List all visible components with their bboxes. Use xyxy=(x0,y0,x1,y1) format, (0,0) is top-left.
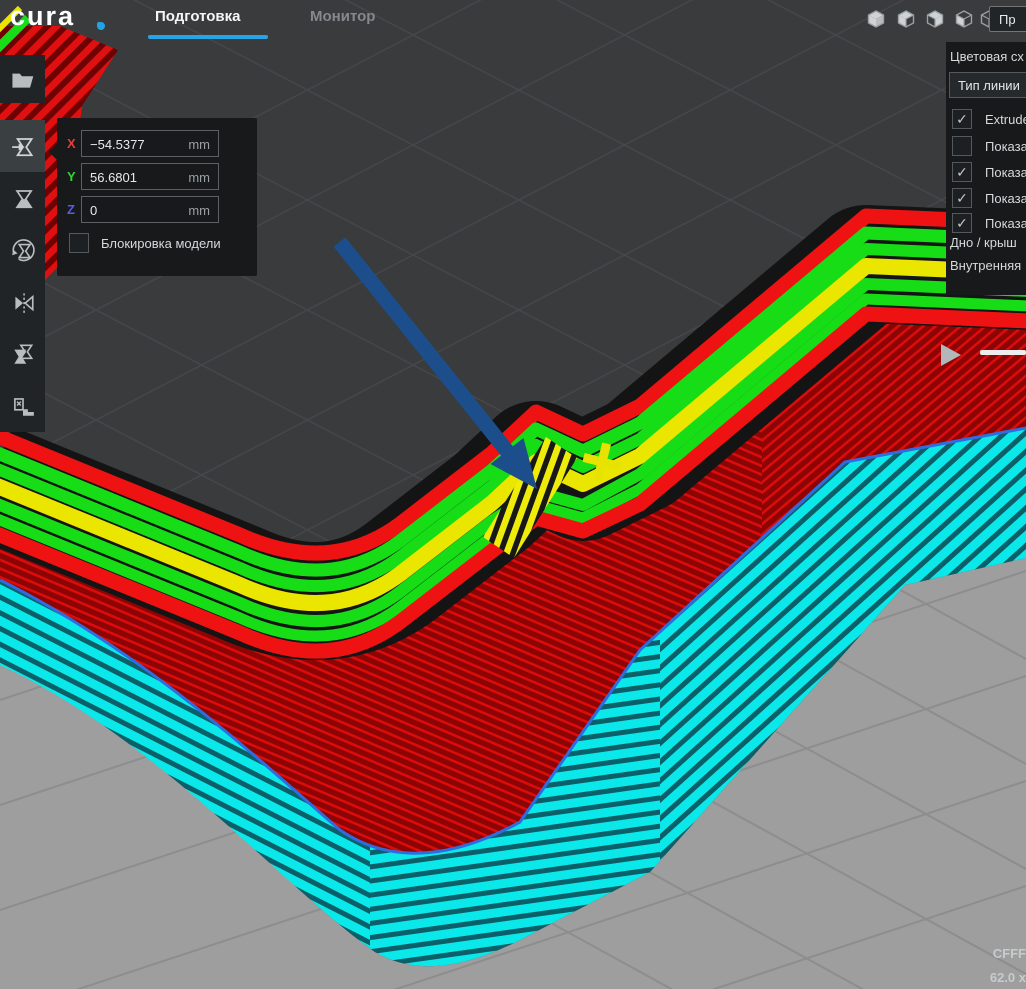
x-unit-label: mm xyxy=(188,137,210,152)
tool-mirror[interactable] xyxy=(0,276,45,328)
show-shell-checkbox[interactable]: ✓ xyxy=(952,188,972,208)
toolbar-tools-box xyxy=(0,120,45,432)
z-unit-label: mm xyxy=(188,203,210,218)
view-top-icon[interactable] xyxy=(925,9,945,29)
show-travels-label: Показа xyxy=(985,139,1026,154)
lock-model-row: ✓ Блокировка модели xyxy=(69,233,221,253)
color-scheme-value: Тип линии xyxy=(958,78,1020,93)
show-option-row: ✓ Показа xyxy=(952,213,1026,233)
printer-name-label: CFFF xyxy=(993,946,1026,961)
view-front-icon[interactable] xyxy=(896,9,916,29)
show-infill-label: Показа xyxy=(985,216,1026,231)
model-dimensions-label: 62.0 x xyxy=(990,970,1026,985)
extruder-row: ✓ Extrude xyxy=(952,109,1026,129)
tab-monitor[interactable]: Монитор xyxy=(310,8,375,25)
tab-prepare[interactable]: Подготовка xyxy=(155,8,241,25)
show-option-row: ✓ Показа xyxy=(952,188,1026,208)
open-file-button[interactable] xyxy=(0,55,45,103)
lock-model-checkbox[interactable]: ✓ xyxy=(69,233,89,253)
play-button[interactable] xyxy=(941,344,961,366)
show-option-row: ✓ Показа xyxy=(952,136,1026,156)
x-position-input[interactable]: −54.5377 mm xyxy=(81,130,219,157)
cura-window: cura Подготовка Монитор Пр xyxy=(0,0,1026,989)
show-infill-checkbox[interactable]: ✓ xyxy=(952,213,972,233)
preview-button[interactable]: Пр xyxy=(989,6,1026,32)
move-icon xyxy=(10,133,36,159)
cura-logo: cura xyxy=(10,1,75,32)
show-helpers-checkbox[interactable]: ✓ xyxy=(952,162,972,182)
rotate-icon xyxy=(10,237,36,263)
position-panel: X −54.5377 mm Y 56.6801 mm Z 0 mm ✓ Блок… xyxy=(57,118,257,276)
show-helpers-label: Показа xyxy=(985,165,1026,180)
active-tab-underline xyxy=(148,35,268,39)
axis-y-label: Y xyxy=(67,169,76,184)
view-3d-icon[interactable] xyxy=(866,9,886,29)
y-position-value: 56.6801 xyxy=(90,170,137,185)
open-folder-icon xyxy=(10,66,36,92)
support-blocker-icon xyxy=(10,393,36,419)
tool-per-model-settings[interactable] xyxy=(0,328,45,380)
show-shell-label: Показа xyxy=(985,191,1026,206)
y-position-input[interactable]: 56.6801 mm xyxy=(81,163,219,190)
axis-x-label: X xyxy=(67,136,76,151)
tool-move[interactable] xyxy=(0,120,45,172)
extruder-checkbox[interactable]: ✓ xyxy=(952,109,972,129)
cura-logo-dot xyxy=(97,22,105,30)
show-option-row: ✓ Показа xyxy=(952,162,1026,182)
legend-top-bottom-label: Дно / крыш xyxy=(950,235,1017,250)
x-position-value: −54.5377 xyxy=(90,137,145,152)
lock-model-label: Блокировка модели xyxy=(101,236,221,251)
view-left-icon[interactable] xyxy=(954,9,974,29)
tool-support-blocker[interactable] xyxy=(0,380,45,432)
layer-slider[interactable] xyxy=(980,350,1026,355)
color-scheme-label: Цветовая сх xyxy=(950,49,1024,64)
toolbar-open-box xyxy=(0,55,45,103)
legend-inner-wall-label: Внутренняя xyxy=(950,258,1021,273)
scale-icon xyxy=(10,185,36,211)
show-travels-checkbox[interactable]: ✓ xyxy=(952,136,972,156)
tool-rotate[interactable] xyxy=(0,224,45,276)
per-model-settings-icon xyxy=(10,341,36,367)
y-unit-label: mm xyxy=(188,170,210,185)
axis-z-label: Z xyxy=(67,202,75,217)
layer-view-panel: Цветовая сх Тип линии ✓ Extrude ✓ Показа… xyxy=(946,42,1026,295)
mirror-icon xyxy=(10,289,36,315)
z-position-value: 0 xyxy=(90,203,97,218)
tool-scale[interactable] xyxy=(0,172,45,224)
top-bar: cura Подготовка Монитор Пр xyxy=(0,0,1026,40)
color-scheme-dropdown[interactable]: Тип линии xyxy=(949,72,1026,98)
z-position-input[interactable]: 0 mm xyxy=(81,196,219,223)
panel-pointer xyxy=(49,144,57,160)
extruder-label: Extrude xyxy=(985,112,1026,127)
